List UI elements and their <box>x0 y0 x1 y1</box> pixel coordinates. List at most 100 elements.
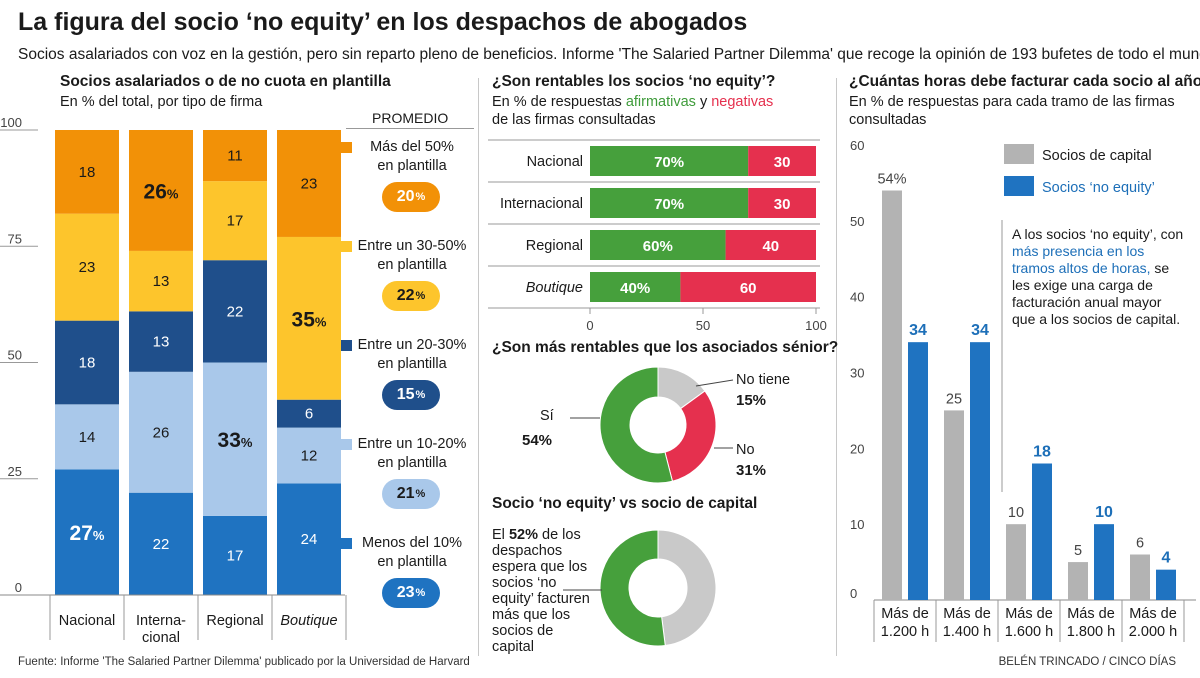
legend-average-value: 21 <box>396 485 415 502</box>
y-tick-label: 0 <box>850 586 857 601</box>
stacked-bar-chart: 0 25 50 75 100 27% 14 18 23 18 Nacional 22 26 13 13 26%… <box>0 115 347 646</box>
stacked-bar-segment <box>277 427 341 484</box>
panel1-subtitle: En % del total, por tipo de firma <box>60 94 263 110</box>
hours-bar <box>1032 463 1052 600</box>
page-title: La figura del socio ‘no equity’ en los d… <box>18 8 748 36</box>
segment-value-label: 13 <box>153 273 170 290</box>
hours-bar-value-label: 5 <box>1074 543 1082 559</box>
segment-value-label: 13 <box>153 334 170 351</box>
segment-value-label: 14 <box>79 429 96 446</box>
y-tick-label: 30 <box>850 366 864 381</box>
legend-average-badge: 22% <box>382 281 440 311</box>
x-tick-label: 0 <box>586 318 593 333</box>
x-category-label: 1.400 h <box>943 624 991 640</box>
legend-label-line2: en plantilla <box>377 257 447 273</box>
panel2-title: ¿Son rentables los socios ‘no equity’? <box>492 73 776 90</box>
percent-sign: % <box>315 314 327 329</box>
stacked-bar-segment <box>129 130 193 251</box>
hbar-segment <box>680 272 816 302</box>
x-category-label: 2.000 h <box>1129 624 1177 640</box>
segment-value-label: 18 <box>79 355 96 372</box>
horizontal-bar-chart: Nacional 70% 30 Internacional 70% 30 Regional 6… <box>488 139 827 333</box>
donut-slice-resto <box>657 529 717 647</box>
stacked-bar-segment <box>55 213 119 321</box>
stacked-bar-segment <box>277 483 341 595</box>
legend-swatch <box>341 538 352 549</box>
stacked-bar-segment <box>277 399 341 428</box>
segment-value-label: 26% <box>144 180 179 203</box>
donut1-title: ¿Son más rentables que los asociados sén… <box>492 339 839 356</box>
hours-bar <box>1156 569 1176 600</box>
segment-value-label: 11 <box>227 148 243 165</box>
segment-value-label: 22 <box>153 536 170 553</box>
donut2-title: Socio ‘no equity’ vs socio de capital <box>492 495 758 512</box>
y-tick-label: 40 <box>850 290 864 305</box>
hours-bar <box>1068 562 1088 600</box>
percent-sign: % <box>167 186 179 201</box>
footer-source: Fuente: Informe 'The Salaried Partner Di… <box>18 656 470 668</box>
hbar-segment <box>725 230 816 260</box>
hbar-value-label: 40 <box>762 238 779 255</box>
segment-value-label: 35% <box>292 308 327 331</box>
hours-bar-value-label: 34 <box>971 322 989 339</box>
panel2-subtitle-part1: En % de respuestas <box>492 94 622 110</box>
legend-label: Entre un 20-30% en plantilla <box>352 336 472 374</box>
donut-slice-no <box>664 390 717 482</box>
legend-swatch-capital <box>1004 144 1034 164</box>
x-category-label: Más de <box>1129 606 1177 622</box>
y-tick-label: 0 <box>15 580 22 595</box>
hbar-segment <box>590 272 681 302</box>
panel3-note-part1: A los socios ‘no equity’, con <box>1012 226 1184 242</box>
hbar-value-label: 70% <box>654 154 684 171</box>
legend-swatch-no-equity <box>1004 176 1034 196</box>
percent-sign: % <box>415 587 426 599</box>
panel2-subtitle-line2: de las firmas consultadas <box>492 112 656 128</box>
panel2-subtitle-and: y <box>699 94 708 110</box>
panel3-note-part2: se les exige una carga de facturación an… <box>1012 260 1181 327</box>
hours-bar-value-label: 4 <box>1162 550 1171 567</box>
stacked-bar-segment <box>277 236 341 400</box>
legend-title: PROMEDIO <box>372 110 449 126</box>
x-category-label: Interna- <box>136 613 186 629</box>
legend-swatch <box>341 142 352 153</box>
legend-label-line2: en plantilla <box>377 158 447 174</box>
donut-label-si: Sí <box>540 408 554 424</box>
hours-bar <box>970 342 990 600</box>
legend-average-value: 20 <box>396 188 415 205</box>
y-tick-label: 100 <box>0 115 22 130</box>
hbar-value-label: 40% <box>620 280 650 297</box>
x-category-label: 1.200 h <box>881 624 929 640</box>
divider-left <box>478 78 479 656</box>
stacked-bar-segment <box>203 362 267 516</box>
hbar-segment <box>748 146 816 176</box>
segment-value-label: 24 <box>301 531 318 548</box>
x-category-label: Más de <box>943 606 991 622</box>
hours-bar-value-label: 34 <box>909 322 927 339</box>
x-tick-label: 50 <box>696 318 710 333</box>
hours-bar-value-label: 18 <box>1033 444 1051 461</box>
legend-average-badge: 20% <box>382 182 440 212</box>
legend-label-line1: Menos del 10% <box>362 535 462 551</box>
divider-right <box>836 78 837 656</box>
hbar-segment <box>748 188 816 218</box>
segment-value-label: 23 <box>301 175 318 192</box>
y-tick-label: 25 <box>8 464 22 479</box>
legend-label: Entre un 30-50% en plantilla <box>352 237 472 275</box>
segment-value-label: 18 <box>79 164 96 181</box>
legend-label: Más del 50% en plantilla <box>352 138 472 176</box>
donut-chart-capital <box>563 529 717 647</box>
x-category-label: 1.800 h <box>1067 624 1115 640</box>
segment-value-label: 17 <box>227 213 244 230</box>
stacked-bar-segment <box>277 130 341 237</box>
hours-bar <box>944 410 964 600</box>
hbar-value-label: 60% <box>643 238 673 255</box>
y-tick-label: 50 <box>8 348 22 363</box>
stacked-bar-segment <box>55 130 119 214</box>
hbar-value-label: 60 <box>740 280 757 297</box>
x-category-label: 1.600 h <box>1005 624 1053 640</box>
y-tick-label: 10 <box>850 517 864 532</box>
legend-label-line1: Entre un 10-20% <box>357 436 467 452</box>
legend-average-value: 15 <box>396 386 415 403</box>
legend-label-line1: Entre un 20-30% <box>357 337 467 353</box>
panel2-subtitle: En % de respuestas afirmativas y negativ… <box>492 93 773 111</box>
